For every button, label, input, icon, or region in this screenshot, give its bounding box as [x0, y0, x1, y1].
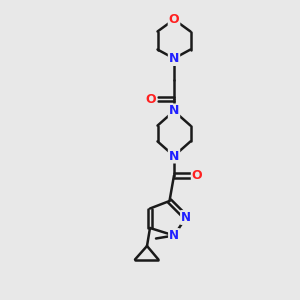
Text: O: O — [169, 13, 179, 26]
Text: N: N — [169, 229, 179, 242]
Text: N: N — [181, 211, 191, 224]
Text: N: N — [169, 149, 179, 163]
Text: N: N — [169, 52, 179, 65]
Text: O: O — [192, 169, 203, 182]
Text: N: N — [169, 104, 179, 118]
Text: O: O — [146, 92, 156, 106]
